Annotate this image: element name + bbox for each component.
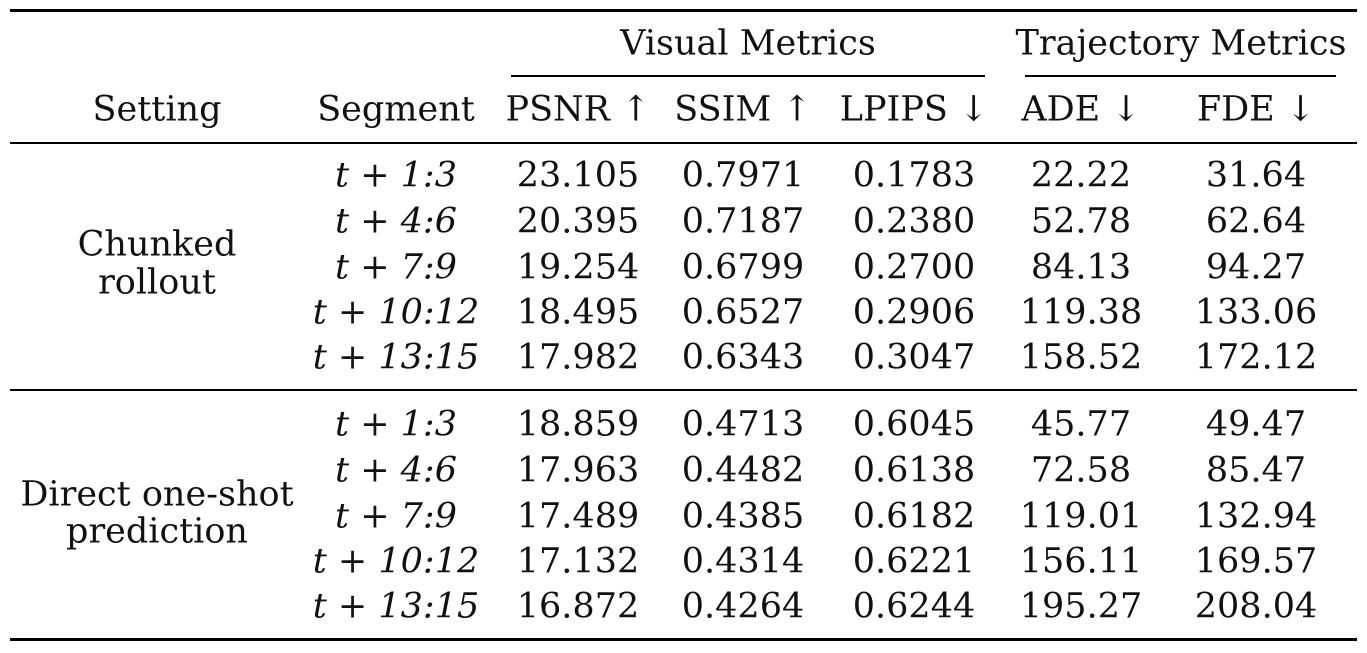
ssim-cell: 0.6799 [681,247,805,288]
col-header-setting: Setting [92,89,222,130]
psnr-cell: 17.963 [516,450,640,491]
top-rule [10,9,1357,12]
fde-cell: 94.27 [1205,247,1307,288]
ade-cell: 45.77 [1030,404,1132,445]
psnr-cell: 18.495 [516,292,640,333]
lpips-cell: 0.2380 [852,201,976,242]
col-header-lpips: LPIPS ↓ [839,89,989,130]
setting-label-chunked-line2: rollout [98,262,216,303]
bottom-rule [10,638,1357,641]
ade-cell: 72.58 [1030,450,1132,491]
segment-cell: t + 13:15 [312,337,480,378]
ade-cell: 195.27 [1019,586,1143,627]
ade-cell: 22.22 [1030,155,1132,196]
lpips-cell: 0.6244 [852,586,976,627]
lpips-cell: 0.2700 [852,247,976,288]
lpips-cell: 0.6045 [852,404,976,445]
fde-cell: 31.64 [1205,155,1307,196]
ssim-cell: 0.7971 [681,155,805,196]
fde-cell: 169.57 [1194,541,1318,582]
fde-cell: 172.12 [1194,337,1318,378]
ade-cell: 52.78 [1030,201,1132,242]
ssim-cell: 0.4264 [681,586,805,627]
col-header-ssim: SSIM ↑ [674,89,812,130]
ssim-cell: 0.6343 [681,337,805,378]
visual-metrics-cmidrule [511,75,985,77]
trajectory-metrics-cmidrule [1025,75,1336,77]
lpips-cell: 0.3047 [852,337,976,378]
fde-cell: 132.94 [1194,496,1318,537]
psnr-cell: 16.872 [516,586,640,627]
psnr-cell: 23.105 [516,155,640,196]
group-separator-rule [10,389,1357,391]
ssim-cell: 0.6527 [681,292,805,333]
lpips-cell: 0.6138 [852,450,976,491]
fde-cell: 133.06 [1194,292,1318,333]
segment-cell: t + 10:12 [312,541,480,582]
ade-cell: 156.11 [1019,541,1143,582]
segment-cell: t + 4:6 [335,450,457,491]
segment-cell: t + 13:15 [312,586,480,627]
col-header-segment: Segment [317,89,475,130]
ade-cell: 119.01 [1019,496,1143,537]
segment-cell: t + 1:3 [335,155,457,196]
ssim-cell: 0.4482 [681,450,805,491]
ssim-cell: 0.4314 [681,541,805,582]
ssim-cell: 0.4713 [681,404,805,445]
psnr-cell: 18.859 [516,404,640,445]
ade-cell: 119.38 [1019,292,1143,333]
lpips-cell: 0.1783 [852,155,976,196]
visual-metrics-header: Visual Metrics [620,23,876,64]
ade-cell: 158.52 [1019,337,1143,378]
setting-label-chunked-line1: Chunked [77,224,237,265]
fde-cell: 85.47 [1205,450,1307,491]
col-header-psnr: PSNR ↑ [505,89,651,130]
lpips-cell: 0.6221 [852,541,976,582]
col-header-fde: FDE ↓ [1196,89,1316,130]
ssim-cell: 0.4385 [681,496,805,537]
setting-label-direct-line1: Direct one-shot [20,474,294,515]
segment-cell: t + 1:3 [335,404,457,445]
setting-label-direct-line2: prediction [66,511,248,552]
psnr-cell: 17.132 [516,541,640,582]
psnr-cell: 17.489 [516,496,640,537]
trajectory-metrics-header: Trajectory Metrics [1015,23,1347,64]
ade-cell: 84.13 [1030,247,1132,288]
ssim-cell: 0.7187 [681,201,805,242]
fde-cell: 62.64 [1205,201,1307,242]
segment-cell: t + 7:9 [335,496,457,537]
col-header-ade: ADE ↓ [1021,89,1141,130]
segment-cell: t + 10:12 [312,292,480,333]
segment-cell: t + 7:9 [335,247,457,288]
lpips-cell: 0.2906 [852,292,976,333]
header-rule [10,142,1357,144]
psnr-cell: 17.982 [516,337,640,378]
segment-cell: t + 4:6 [335,201,457,242]
fde-cell: 49.47 [1205,404,1307,445]
lpips-cell: 0.6182 [852,496,976,537]
fde-cell: 208.04 [1194,586,1318,627]
psnr-cell: 19.254 [516,247,640,288]
psnr-cell: 20.395 [516,201,640,242]
